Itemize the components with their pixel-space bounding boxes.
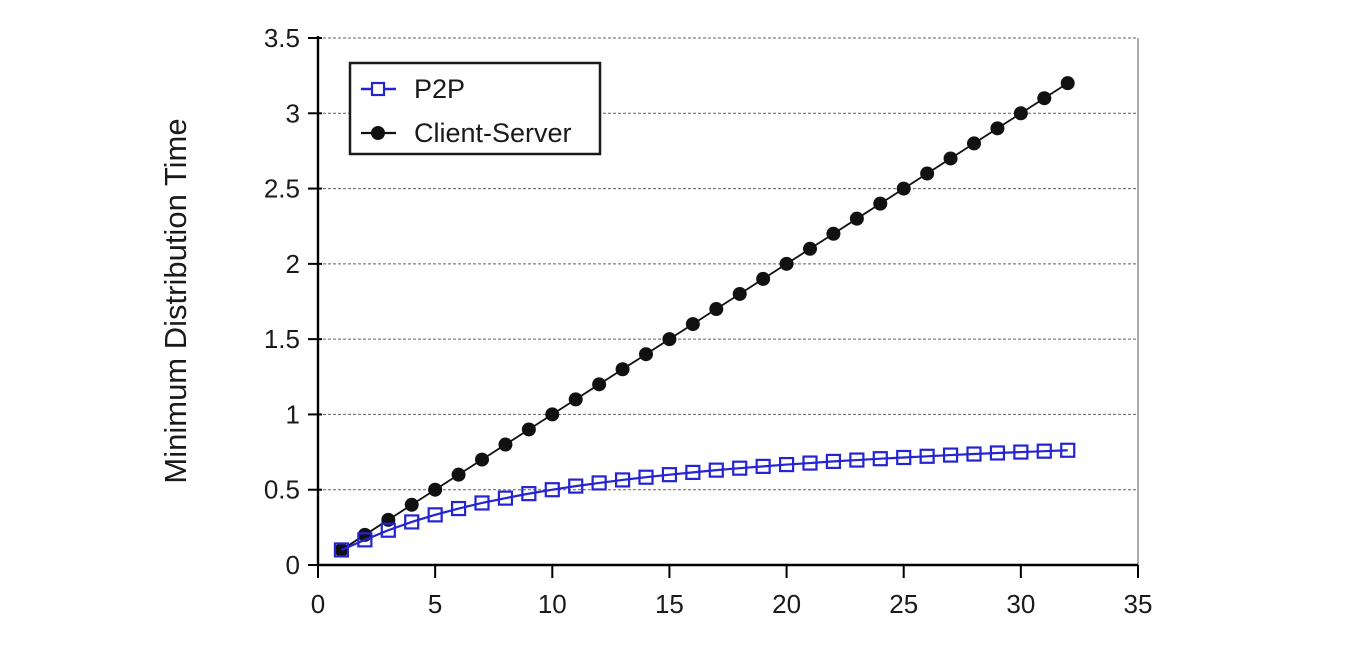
y-tick-label-0.5: 0.5 — [264, 475, 300, 505]
p2p-point-29 — [989, 445, 1006, 461]
client-server-point-21 — [803, 241, 817, 256]
x-tick-label-35: 35 — [1124, 589, 1153, 619]
p2p-point-19 — [755, 458, 771, 474]
x-tick-label-5: 5 — [428, 589, 442, 619]
y-tick-label-3: 3 — [286, 98, 300, 128]
y-tick-label-0: 0 — [286, 550, 300, 580]
legend-label-client-server: Client-Server — [414, 118, 572, 148]
client-server-point-24 — [873, 196, 888, 211]
y-tick-label-2: 2 — [286, 249, 300, 279]
p2p-point-22 — [825, 453, 842, 470]
p2p-polyline — [340, 449, 1068, 551]
p2p-point-5 — [427, 507, 443, 523]
p2p-point-26 — [919, 448, 935, 464]
p2p-point-25 — [896, 449, 912, 466]
client-server-point-23 — [849, 211, 864, 226]
client-server-point-14 — [639, 347, 653, 362]
y-axis-title: Minimum Distribution Time — [158, 118, 193, 483]
client-server-point-22 — [826, 226, 841, 241]
y-tick-label-3.5: 3.5 — [264, 23, 300, 53]
client-server-point-15 — [662, 332, 677, 347]
p2p-point-13 — [614, 472, 631, 488]
legend-entry-client-server: Client-Server — [361, 118, 572, 148]
x-tick-label-20: 20 — [772, 589, 801, 619]
x-tick-label-25: 25 — [889, 589, 918, 619]
p2p-point-12 — [591, 475, 607, 491]
legend: P2P Client-Server — [348, 61, 602, 156]
p2p-point-24 — [872, 451, 888, 467]
client-server-point-16 — [685, 317, 700, 332]
data-series — [333, 76, 1076, 558]
p2p-point-30 — [1013, 444, 1029, 460]
client-server-point-29 — [990, 121, 1005, 136]
gridlines — [318, 37, 1139, 565]
x-tick-label-15: 15 — [655, 589, 684, 619]
y-tick-label-1.5: 1.5 — [264, 324, 300, 354]
y-tick-label-1: 1 — [286, 399, 300, 429]
client-server-point-27 — [943, 151, 958, 166]
series-p2p — [333, 442, 1076, 558]
client-server-point-9 — [521, 422, 536, 437]
legend-box — [348, 61, 602, 156]
client-server-point-12 — [592, 377, 607, 392]
x-tick-label-30: 30 — [1006, 589, 1035, 619]
legend-entry-p2p: P2P — [361, 74, 465, 104]
y-tick-label-2.5: 2.5 — [264, 174, 300, 204]
client-server-point-32 — [1060, 76, 1075, 91]
p2p-point-1 — [333, 542, 350, 558]
filled-circle-marker-icon — [371, 126, 385, 140]
p2p-point-21 — [802, 455, 818, 471]
p2p-point-3 — [380, 522, 396, 538]
p2p-point-16 — [685, 464, 701, 480]
p2p-point-15 — [661, 467, 678, 483]
p2p-point-32 — [1060, 442, 1076, 458]
client-server-point-31 — [1037, 91, 1052, 106]
p2p-point-18 — [732, 460, 748, 476]
client-server-point-20 — [779, 256, 794, 271]
client-server-point-7 — [475, 452, 489, 467]
client-server-point-18 — [732, 286, 747, 301]
client-server-point-4 — [404, 497, 419, 512]
p2p-point-27 — [942, 447, 959, 463]
legend-label-p2p: P2P — [414, 74, 465, 104]
client-server-point-25 — [896, 181, 911, 196]
client-server-point-6 — [451, 467, 466, 482]
client-server-point-8 — [498, 437, 513, 452]
client-server-point-13 — [615, 362, 630, 377]
client-server-point-28 — [967, 136, 981, 151]
client-server-point-26 — [920, 166, 935, 181]
p2p-point-2 — [357, 532, 373, 548]
p2p-point-10 — [544, 482, 560, 498]
x-tick-label-0: 0 — [311, 589, 325, 619]
p2p-point-4 — [404, 514, 420, 530]
client-server-point-5 — [428, 482, 443, 497]
p2p-point-20 — [778, 456, 795, 473]
p2p-point-7 — [474, 495, 490, 511]
p2p-point-31 — [1036, 443, 1052, 459]
client-server-point-17 — [709, 302, 724, 317]
p2p-point-28 — [966, 446, 982, 462]
x-tick-label-10: 10 — [538, 589, 567, 619]
client-server-point-19 — [756, 271, 771, 286]
p2p-point-6 — [450, 500, 467, 517]
client-server-point-30 — [1013, 106, 1028, 121]
p2p-point-9 — [521, 486, 537, 502]
p2p-point-14 — [638, 469, 654, 485]
client-server-point-10 — [545, 407, 560, 422]
p2p-point-8 — [497, 490, 514, 506]
series-client-server — [334, 76, 1075, 557]
client-server-point-11 — [568, 392, 583, 407]
open-square-marker-icon — [370, 81, 386, 97]
p2p-point-23 — [849, 452, 865, 468]
axes: 0 0.5 1 1.5 2 2.5 3 3.5 0 5 10 15 20 25 30 35 — [264, 23, 1153, 619]
p2p-point-17 — [708, 462, 724, 478]
p2p-point-11 — [568, 478, 584, 494]
